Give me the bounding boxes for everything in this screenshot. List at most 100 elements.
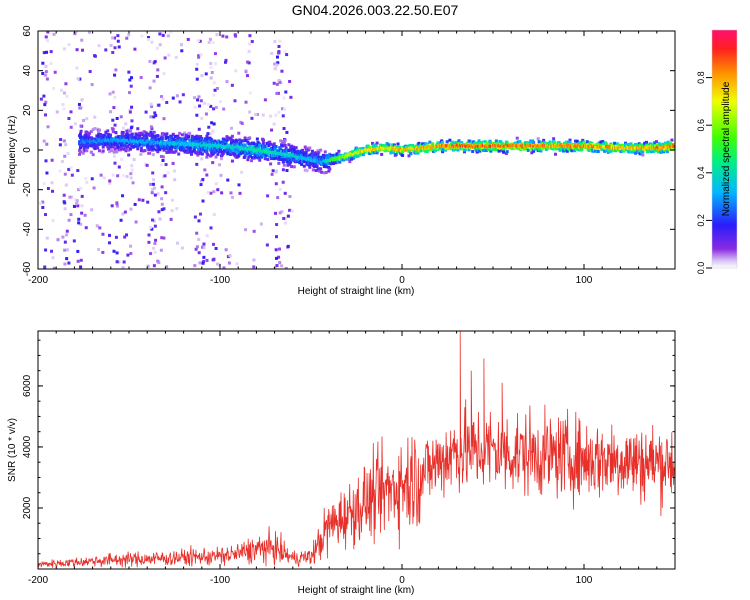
heatmap-ridge-cell (269, 162, 273, 166)
heatmap-noise-cell (129, 172, 133, 176)
heatmap-noise-cell (121, 126, 125, 130)
x-tick-label: 0 (399, 275, 405, 286)
heatmap-noise-cell (199, 99, 203, 103)
heatmap-ridge-cell (281, 160, 285, 164)
heatmap-noise-cell (43, 265, 47, 269)
heatmap-noise-cell (282, 216, 286, 220)
heatmap-ridge-cell (158, 148, 162, 152)
heatmap-ridge-cell (504, 151, 508, 155)
heatmap-noise-cell (180, 49, 184, 53)
heatmap-ridge-cell (126, 145, 130, 149)
heatmap-noise-cell (244, 100, 248, 104)
heatmap-ridge-cell (416, 151, 420, 155)
heatmap-ridge-cell (177, 152, 181, 156)
heatmap-ridge-cell (281, 168, 285, 172)
heatmap-noise-cell (116, 174, 120, 178)
heatmap-ridge-cell (205, 149, 209, 153)
heatmap-ridge-cell (143, 149, 147, 153)
heatmap-noise-cell (115, 202, 119, 206)
heatmap-noise-cell (155, 46, 159, 50)
heatmap-ridge-cell (368, 152, 372, 156)
heatmap-ridge-cell (374, 144, 378, 148)
heatmap-ridge-cell (652, 149, 656, 153)
heatmap-noise-cell (160, 148, 164, 152)
heatmap-ridge-cell (545, 142, 549, 146)
heatmap-ridge-cell (225, 135, 229, 139)
heatmap-noise-cell (141, 198, 145, 202)
heatmap-ridge-cell (553, 152, 557, 156)
heatmap-noise-cell (61, 235, 65, 239)
heatmap-ridge-cell (662, 142, 666, 146)
heatmap-noise-cell (206, 191, 210, 195)
heatmap-noise-cell (90, 83, 94, 87)
heatmap-ridge-cell (189, 144, 193, 148)
heatmap-ridge-cell (93, 127, 97, 131)
heatmap-noise-cell (248, 110, 252, 114)
heatmap-ridge-cell (248, 136, 252, 140)
heatmap-ridge-cell (282, 149, 286, 153)
heatmap-ridge-cell (237, 150, 241, 154)
heatmap-noise-cell (277, 110, 281, 114)
heatmap-ridge-cell (271, 143, 275, 147)
heatmap-noise-cell (55, 110, 59, 114)
heatmap-noise-cell (69, 125, 73, 129)
heatmap-noise-cell (80, 98, 84, 102)
heatmap-noise-cell (152, 264, 156, 268)
heatmap-ridge-cell (396, 142, 400, 146)
heatmap-ridge-cell (552, 137, 556, 141)
heatmap-ridge-cell (290, 150, 294, 154)
heatmap-ridge-cell (278, 156, 282, 160)
heatmap-noise-cell (76, 169, 80, 173)
snr-xlabel: Height of straight line (km) (298, 585, 415, 596)
heatmap-ridge-cell (482, 142, 486, 146)
heatmap-ridge-cell (280, 143, 284, 147)
heatmap-ridge-cell (237, 153, 241, 157)
heatmap-ridge-cell (303, 145, 307, 149)
heatmap-ridge-cell (539, 149, 543, 153)
heatmap-noise-cell (212, 257, 216, 261)
heatmap-noise-cell (186, 37, 190, 41)
heatmap-noise-cell (272, 81, 276, 85)
heatmap-noise-cell (252, 229, 256, 233)
heatmap-ridge-cell (515, 136, 519, 140)
heatmap-ridge-cell (271, 149, 275, 153)
heatmap-noise-cell (203, 168, 207, 172)
heatmap-ridge-cell (439, 147, 443, 151)
heatmap-noise-cell (200, 74, 204, 78)
heatmap-noise-cell (215, 33, 219, 37)
heatmap-noise-cell (67, 116, 71, 120)
heatmap-noise-cell (109, 44, 113, 48)
heatmap-ridge-cell (599, 140, 603, 144)
heatmap-ridge-cell (280, 150, 284, 154)
heatmap-noise-cell (43, 103, 47, 107)
heatmap-noise-cell (64, 233, 68, 237)
heatmap-noise-cell (266, 194, 270, 198)
heatmap-noise-cell (98, 226, 102, 230)
heatmap-noise-cell (79, 124, 83, 128)
heatmap-noise-cell (116, 34, 120, 38)
heatmap-ridge-core (142, 140, 146, 144)
heatmap-ridge-cell (226, 136, 230, 140)
heatmap-ridge-cell (289, 146, 293, 150)
heatmap-noise-cell (70, 173, 74, 177)
heatmap-noise-cell (284, 267, 288, 269)
heatmap-noise-cell (154, 238, 158, 242)
heatmap-ridge-cell (524, 141, 528, 145)
heatmap-noise-cell (278, 39, 282, 43)
heatmap-ridge-cell (304, 152, 308, 156)
heatmap-ridge-cell (563, 141, 567, 145)
heatmap-ridge-cell (177, 138, 181, 142)
heatmap-noise-cell (108, 179, 112, 183)
heatmap-noise-cell (146, 264, 150, 268)
heatmap-ridge-cell (203, 139, 207, 143)
heatmap-ridge-cell (197, 150, 201, 154)
heatmap-noise-cell (219, 100, 223, 104)
heatmap-ridge-cell (291, 157, 295, 161)
heatmap-ridge-cell (483, 140, 487, 144)
heatmap-ridge-cell (523, 147, 527, 151)
heatmap-noise-cell (274, 113, 278, 117)
heatmap-noise-cell (49, 50, 53, 54)
heatmap-ridge-cell (128, 142, 132, 146)
heatmap-noise-cell (193, 105, 197, 109)
heatmap-ridge-cell (181, 144, 185, 148)
